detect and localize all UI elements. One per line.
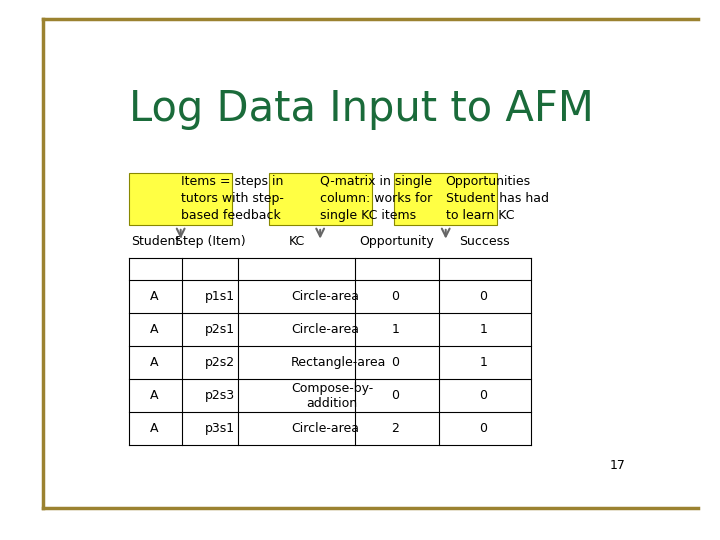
Text: 0: 0 <box>392 389 400 402</box>
Text: p1s1: p1s1 <box>204 290 235 303</box>
Bar <box>269 173 372 225</box>
Text: A: A <box>150 422 158 435</box>
Text: Log Data Input to AFM: Log Data Input to AFM <box>129 87 594 130</box>
Bar <box>394 173 498 225</box>
Text: A: A <box>150 323 158 336</box>
Text: Circle-area: Circle-area <box>291 290 359 303</box>
Bar <box>129 173 233 225</box>
Text: p3s1: p3s1 <box>204 422 235 435</box>
Text: Opportunities
Student has had
to learn KC: Opportunities Student has had to learn K… <box>446 176 549 222</box>
Text: 0: 0 <box>392 356 400 369</box>
Text: 1: 1 <box>480 323 487 336</box>
Text: 2: 2 <box>392 422 399 435</box>
Text: Q-matrix in single
column: works for
single KC items: Q-matrix in single column: works for sin… <box>320 176 433 222</box>
Text: Circle-area: Circle-area <box>291 323 359 336</box>
Text: 1: 1 <box>392 323 399 336</box>
Text: 1: 1 <box>480 356 487 369</box>
Text: A: A <box>150 290 158 303</box>
Text: A: A <box>150 356 158 369</box>
Text: Success: Success <box>459 235 510 248</box>
Text: Items = steps in
tutors with step-
based feedback: Items = steps in tutors with step- based… <box>181 176 284 222</box>
Text: 0: 0 <box>480 389 487 402</box>
Text: Circle-area: Circle-area <box>291 422 359 435</box>
Text: A: A <box>150 389 158 402</box>
Text: 0: 0 <box>392 290 400 303</box>
Text: KC: KC <box>288 235 305 248</box>
Text: p2s3: p2s3 <box>204 389 235 402</box>
Text: 0: 0 <box>480 422 487 435</box>
Text: Rectangle-area: Rectangle-area <box>291 356 386 369</box>
Text: p2s2: p2s2 <box>204 356 235 369</box>
Text: Step (Item): Step (Item) <box>175 235 246 248</box>
Text: Student: Student <box>131 235 180 248</box>
Text: 17: 17 <box>610 460 626 472</box>
Text: Compose-by-
addition: Compose-by- addition <box>291 382 373 410</box>
Text: p2s1: p2s1 <box>204 323 235 336</box>
Text: Opportunity: Opportunity <box>359 235 434 248</box>
Text: 0: 0 <box>480 290 487 303</box>
